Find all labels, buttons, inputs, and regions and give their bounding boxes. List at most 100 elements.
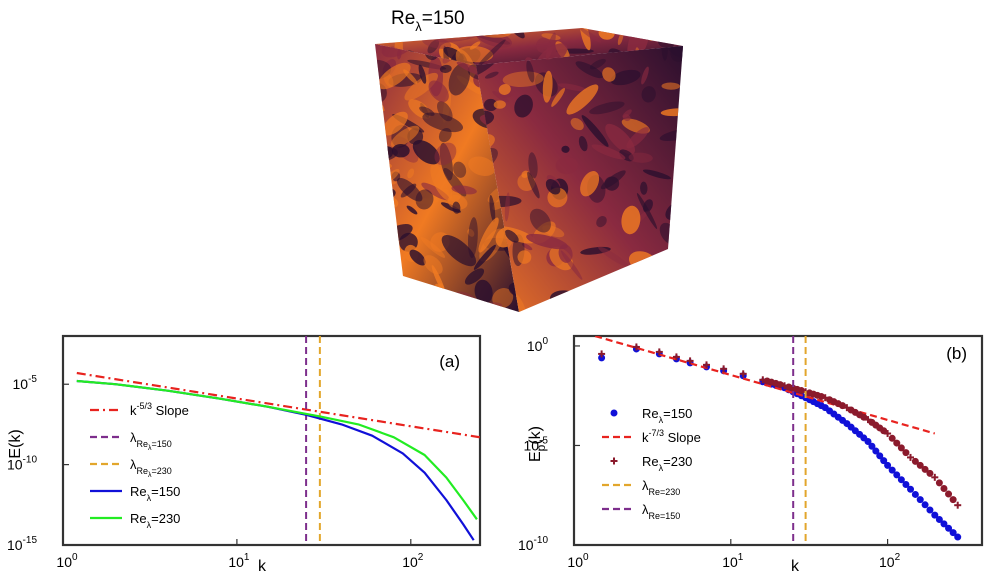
cube-swirl <box>517 250 532 264</box>
cube-swirl <box>422 36 452 49</box>
cube-swirl <box>589 58 606 70</box>
cube-swirl <box>382 111 408 136</box>
cube-swirl <box>435 283 447 312</box>
1-series-0-point <box>860 434 868 442</box>
1-series-2-point <box>888 434 896 442</box>
0-legend-1-sub: Re <box>137 439 149 449</box>
1-legend-2-sub: λ <box>659 463 664 473</box>
0-legend-2-subtail: =230 <box>152 466 172 476</box>
1-legend-3-main: λ <box>642 478 649 493</box>
cube-swirl <box>448 63 470 96</box>
1-ytick-label: 100 <box>527 336 549 354</box>
1-legend-0-label: Reλ=150 <box>642 406 692 425</box>
cube-swirl <box>602 67 616 82</box>
1-series-2-point <box>632 343 640 351</box>
1-series-2-point <box>921 465 929 473</box>
panel-a-label: (a) <box>439 352 460 371</box>
cube-swirl <box>468 156 496 177</box>
1-series-2-point <box>703 361 711 369</box>
cube-swirl <box>375 288 384 312</box>
cube-swirl <box>453 161 467 178</box>
0-ytick-label: 10-10 <box>7 455 37 473</box>
0-ytick-exp: -10 <box>23 455 38 466</box>
panel-a-ylabel: E(k) <box>7 429 24 458</box>
1-series-2-point <box>902 449 910 457</box>
cube-swirl <box>502 71 544 87</box>
1-series-0-point <box>880 457 888 465</box>
1-ytick-base: 10 <box>527 338 543 354</box>
panel-b-label: (b) <box>946 344 967 363</box>
cube-swirl <box>521 243 533 251</box>
cube-swirl <box>473 244 496 270</box>
1-series-2-point <box>860 413 868 421</box>
0-legend-2-sub: Re <box>137 466 149 476</box>
cube-swirl <box>661 82 681 90</box>
1-series-2-point <box>739 370 747 378</box>
cube-swirl <box>589 101 625 115</box>
1-series-0-point <box>839 416 847 424</box>
0-ytick-base: 10 <box>7 537 23 553</box>
cube-swirl <box>636 193 658 229</box>
cube-swirl <box>428 80 449 103</box>
1-series-0-point <box>876 452 884 460</box>
panel-a-frame <box>61 334 482 547</box>
0-xtick-label: 100 <box>56 552 78 570</box>
1-series-0-point <box>945 524 953 532</box>
cube-swirl <box>628 284 645 297</box>
cube-label-re: Re <box>391 8 415 29</box>
cube-swirl <box>580 246 611 255</box>
cube-swirl <box>375 193 385 217</box>
1-xtick-exp: 1 <box>738 552 744 563</box>
cube-swirl <box>591 144 626 160</box>
panel-b-ylabel-main: E <box>527 451 544 462</box>
1-series-2-point <box>893 439 901 447</box>
0-legend-2-label: λReλ=230 <box>130 457 172 479</box>
0-xtick-exp: 2 <box>418 552 424 563</box>
panel-b-ylabel: Ep(k) <box>527 426 548 462</box>
1-series-2-point <box>672 353 680 361</box>
cube-swirl <box>636 277 642 310</box>
1-series-0-point <box>897 476 905 484</box>
1-series-2-point <box>935 479 943 487</box>
0-xtick-label: 101 <box>228 552 250 570</box>
cube-swirl <box>401 290 418 307</box>
1-series-2-point <box>926 469 934 477</box>
1-series-2-point <box>598 350 606 358</box>
1-legend-3-label: λRe=230 <box>642 478 680 497</box>
1-series-2-point <box>686 357 694 365</box>
cube-swirl <box>610 69 641 86</box>
cube-swirl <box>666 46 683 58</box>
cube-swirl <box>536 37 551 53</box>
0-legend-0-tail: Slope <box>152 403 189 418</box>
1-series-0-point <box>884 461 892 469</box>
1-series-0-point <box>949 529 957 537</box>
1-xtick-base: 10 <box>879 554 895 570</box>
cube-swirl <box>375 159 392 170</box>
cube-swirl <box>575 61 604 79</box>
cube-swirl <box>484 71 499 79</box>
cube-swirl <box>439 64 452 73</box>
cube-swirl <box>660 108 683 117</box>
1-series-0-point <box>872 447 880 455</box>
cube-label: Reλ=150 <box>391 8 465 34</box>
0-ytick-exp: -5 <box>28 374 37 385</box>
0-legend-0-main: k <box>130 403 137 418</box>
cube-swirl <box>381 259 393 271</box>
cube-swirl <box>418 64 427 84</box>
1-ytick-label: 10-10 <box>518 535 548 553</box>
cube-swirl <box>423 255 443 275</box>
cube-swirl <box>558 244 573 263</box>
cube-swirl <box>412 140 440 165</box>
cube-swirl <box>626 127 649 149</box>
1-ytick-base: 10 <box>524 437 540 453</box>
1-series-2-point <box>880 427 888 435</box>
1-series-0-point <box>907 485 915 493</box>
cube-swirl <box>529 208 551 233</box>
cube-swirl <box>433 283 441 298</box>
cube-swirl <box>653 257 683 287</box>
1-legend-1-label: k-7/3 Slope <box>642 428 701 445</box>
cube-swirl <box>642 169 672 180</box>
1-series-0-point <box>817 402 825 410</box>
